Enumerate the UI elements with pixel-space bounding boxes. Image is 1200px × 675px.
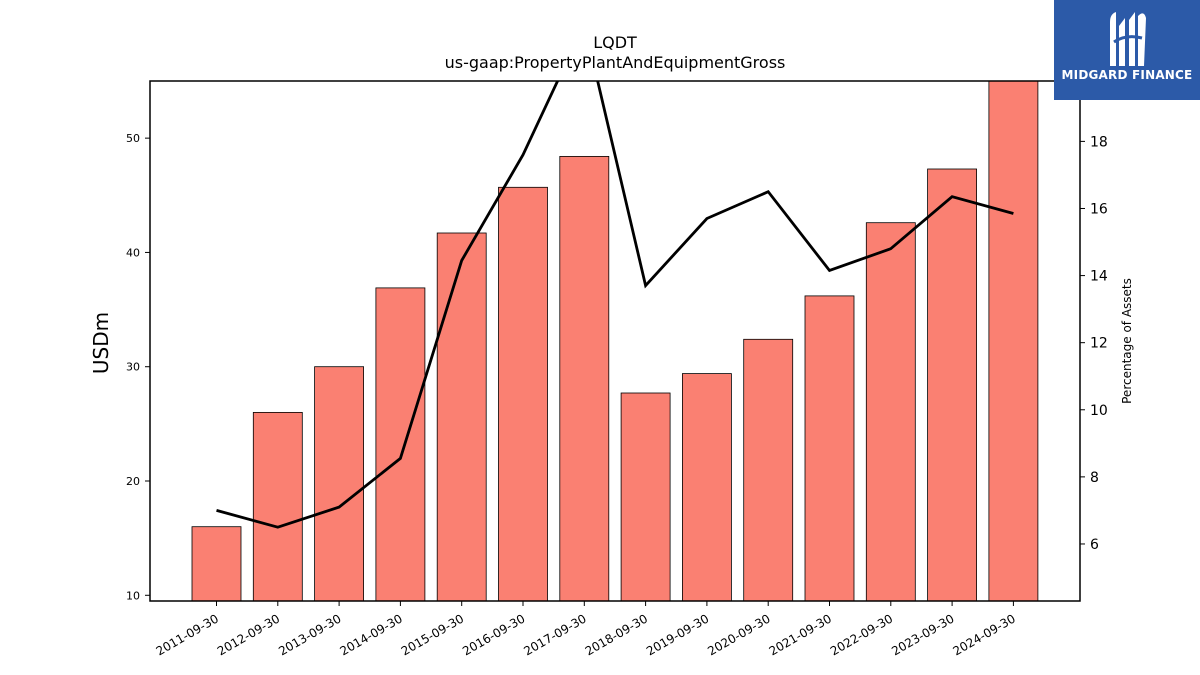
x-tick-label: 2020-09-30 <box>705 611 772 658</box>
bar-2013-09-30 <box>314 366 365 602</box>
y2-tick-label: 16 <box>1090 201 1108 217</box>
x-tick-label: 2018-09-30 <box>583 611 650 658</box>
bar-2014-09-30 <box>375 287 426 602</box>
plot-area: 10 20 30 40 50 6 8 10 12 14 16 18 2011-09-302012-09-… <box>126 80 1108 658</box>
bar-2012-09-30 <box>252 411 303 602</box>
x-tick-label: 2016-09-30 <box>460 611 527 658</box>
y2-tick-label: 12 <box>1090 336 1108 352</box>
y-tick-label: 40 <box>126 246 140 259</box>
logo-mark-icon <box>1110 12 1146 66</box>
y-tick-label: 30 <box>126 361 140 374</box>
bar-2015-09-30 <box>436 232 487 602</box>
bar-2017-09-30 <box>559 155 610 602</box>
y2-tick-label: 14 <box>1090 269 1108 285</box>
brand-logo: MIDGARD FINANCE <box>1054 0 1200 100</box>
x-tick-label: 2023-09-30 <box>889 611 956 658</box>
bar-2016-09-30 <box>498 186 548 602</box>
bar-2019-09-30 <box>682 373 732 602</box>
y2-axis-label: Percentage of Assets <box>1120 278 1134 404</box>
bar-2018-09-30 <box>620 392 671 602</box>
y-tick-label: 20 <box>126 475 140 488</box>
x-tick-label: 2024-09-30 <box>950 611 1017 658</box>
x-tick-label: 2017-09-30 <box>521 611 588 658</box>
y-tick-label: 50 <box>126 132 140 145</box>
bar-2022-09-30 <box>865 222 916 602</box>
bar-2023-09-30 <box>927 168 977 602</box>
bar-2021-09-30 <box>804 295 855 602</box>
bar-2024-09-30 <box>988 80 1039 602</box>
chart-subtitle: us-gaap:PropertyPlantAndEquipmentGross <box>445 53 786 72</box>
x-tick-label: 2022-09-30 <box>828 611 895 658</box>
x-tick-label: 2012-09-30 <box>215 611 282 658</box>
x-tick-label: 2011-09-30 <box>154 611 221 658</box>
y2-tick-label: 10 <box>1090 403 1108 419</box>
y2-tick-label: 6 <box>1090 537 1099 553</box>
x-tick-label: 2013-09-30 <box>276 611 343 658</box>
plot-frame <box>149 80 1081 602</box>
y2-tick-label: 8 <box>1090 470 1099 486</box>
y2-tick-label: 18 <box>1090 134 1108 150</box>
x-tick-label: 2014-09-30 <box>337 611 404 658</box>
series-line <box>216 81 1014 529</box>
y-tick-label: 10 <box>126 589 140 602</box>
bar-2011-09-30 <box>191 526 242 602</box>
logo-text: MIDGARD FINANCE <box>1061 68 1193 82</box>
x-tick-label: 2015-09-30 <box>399 611 466 658</box>
bar-2020-09-30 <box>743 338 794 602</box>
x-tick-label: 2021-09-30 <box>767 611 834 658</box>
chart-title: LQDT <box>593 33 637 52</box>
y-axis-label: USDm <box>89 312 113 374</box>
x-tick-label: 2019-09-30 <box>644 611 711 658</box>
